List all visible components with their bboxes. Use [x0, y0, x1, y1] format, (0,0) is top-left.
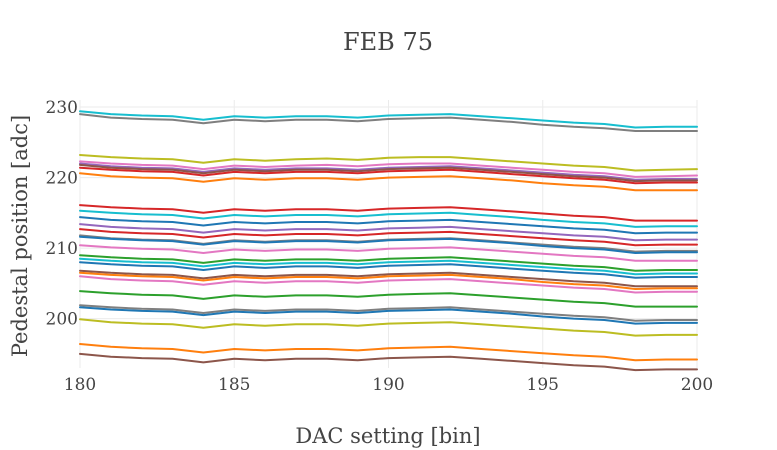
series-line-19 [79, 261, 698, 279]
x-tick-label: 185 [218, 375, 250, 395]
y-axis-ticks: 200 210 220 230 [46, 98, 78, 330]
x-axis-ticks: 180 185 190 195 200 [64, 375, 713, 395]
series-line-1 [79, 110, 698, 129]
series-line-10 [79, 209, 698, 228]
series-line-20 [79, 269, 698, 288]
x-axis-title: DAC setting [bin] [295, 424, 480, 448]
series-line-12 [79, 223, 698, 242]
series-line-7 [79, 166, 698, 185]
series-lines [79, 110, 698, 372]
series-line-28 [79, 352, 698, 372]
series-line-17 [79, 254, 698, 272]
x-tick-label: 190 [372, 375, 404, 395]
chart-title: FEB 75 [343, 28, 433, 56]
y-tick-label: 200 [46, 310, 78, 330]
series-line-11 [79, 216, 698, 235]
series-line-9 [79, 204, 698, 222]
series-line-22 [79, 275, 698, 294]
series-line-8 [79, 172, 698, 192]
x-tick-label: 180 [64, 375, 96, 395]
series-line-23 [79, 290, 698, 308]
series-line-27 [79, 343, 698, 362]
series-line-16 [79, 244, 698, 262]
series-line-18 [79, 257, 698, 276]
series-line-24 [79, 304, 698, 322]
series-line-5 [79, 162, 698, 181]
series-line-26 [79, 318, 698, 337]
series-line-15 [79, 235, 698, 254]
series-line-25 [79, 306, 698, 325]
series-line-3 [79, 154, 698, 172]
series-line-13 [79, 228, 698, 247]
series-line-6 [79, 163, 698, 183]
y-tick-label: 230 [46, 98, 78, 118]
y-tick-label: 210 [46, 239, 78, 259]
y-tick-label: 220 [46, 169, 78, 189]
x-tick-label: 195 [527, 375, 559, 395]
y-axis-title: Pedestal position [adc] [8, 115, 32, 357]
x-tick-label: 200 [681, 375, 713, 395]
series-line-21 [79, 271, 698, 290]
series-line-4 [79, 160, 698, 178]
series-line-2 [79, 113, 698, 132]
